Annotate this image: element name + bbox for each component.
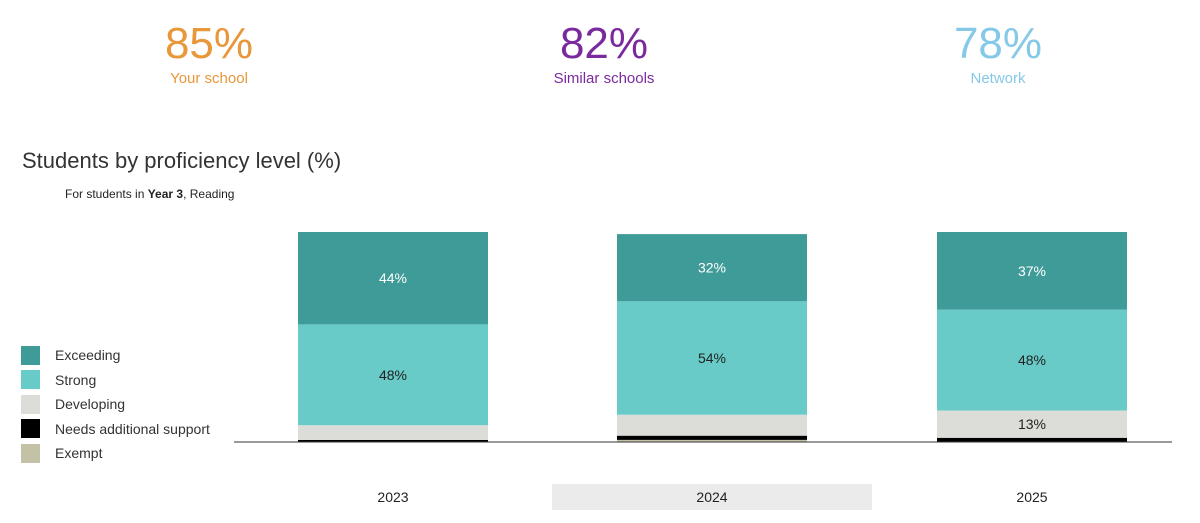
bar-segment-developing [298, 425, 488, 440]
legend-item-developing[interactable]: Developing [21, 392, 210, 417]
kpi-network: 78% Network [888, 18, 1108, 88]
bar-segment-exceeding [937, 232, 1127, 310]
kpi-label: Similar schools [553, 70, 655, 87]
legend-label: Needs additional support [55, 420, 210, 437]
kpi-value: 82% [559, 19, 649, 68]
data-label: 13% [1018, 416, 1046, 432]
legend-item-exceeding[interactable]: Exceeding [21, 343, 210, 368]
x-tick-label: 2024 [696, 489, 727, 505]
legend-swatch [21, 394, 40, 414]
legend-label: Strong [55, 371, 97, 388]
legend-swatch [21, 419, 40, 439]
legend-swatch [21, 370, 40, 390]
bar-segment-exceeding [298, 232, 488, 325]
bar-segment-exceeding [617, 234, 807, 302]
legend-swatch [21, 345, 40, 365]
x-tick-label: 2023 [377, 489, 408, 505]
data-label: 48% [1018, 352, 1046, 368]
legend-item-exempt[interactable]: Exempt [21, 441, 210, 466]
kpi-label: Your school [170, 70, 248, 87]
kpi-value: 85% [164, 19, 254, 68]
legend-label: Developing [55, 396, 126, 413]
x-tick-label: 2025 [1016, 489, 1047, 505]
data-label: 37% [1018, 263, 1046, 279]
bar-segment-strong [298, 324, 488, 426]
legend-label: Exceeding [55, 347, 121, 364]
data-label: 48% [379, 367, 407, 383]
bar-segment-needs-additional-support [937, 437, 1127, 442]
bar-segment-strong [617, 301, 807, 415]
legend-item-strong[interactable]: Strong [21, 368, 210, 393]
bar-segment-needs-additional-support [298, 439, 488, 442]
legend-item-needs-support[interactable]: Needs additional support [21, 417, 210, 442]
legend-label: Exempt [55, 445, 103, 462]
kpi-value: 78% [953, 19, 1043, 68]
bar-segment-strong [937, 309, 1127, 411]
subtitle-prefix: For students in [65, 187, 148, 201]
bar-segment-needs-additional-support [617, 435, 807, 440]
data-label: 44% [379, 270, 407, 286]
data-label: 32% [698, 260, 726, 276]
data-label: 54% [698, 350, 726, 366]
kpi-similar-schools: 82% Similar schools [494, 18, 714, 88]
category-highlight [552, 484, 872, 510]
subtitle-suffix: , Reading [183, 187, 235, 201]
chart-legend: Exceeding Strong Developing Needs additi… [21, 343, 210, 466]
chart-subtitle: For students in Year 3, Reading [65, 187, 234, 201]
legend-swatch [21, 443, 40, 463]
kpi-your-school: 85% Your school [99, 18, 319, 88]
kpi-label: Network [970, 70, 1026, 87]
bar-segment-developing [617, 414, 807, 436]
chart-title: Students by proficiency level (%) [22, 148, 342, 173]
bar-segment-exempt [617, 439, 807, 442]
subtitle-year: Year 3 [147, 187, 184, 201]
bar-segment-developing [937, 410, 1127, 438]
